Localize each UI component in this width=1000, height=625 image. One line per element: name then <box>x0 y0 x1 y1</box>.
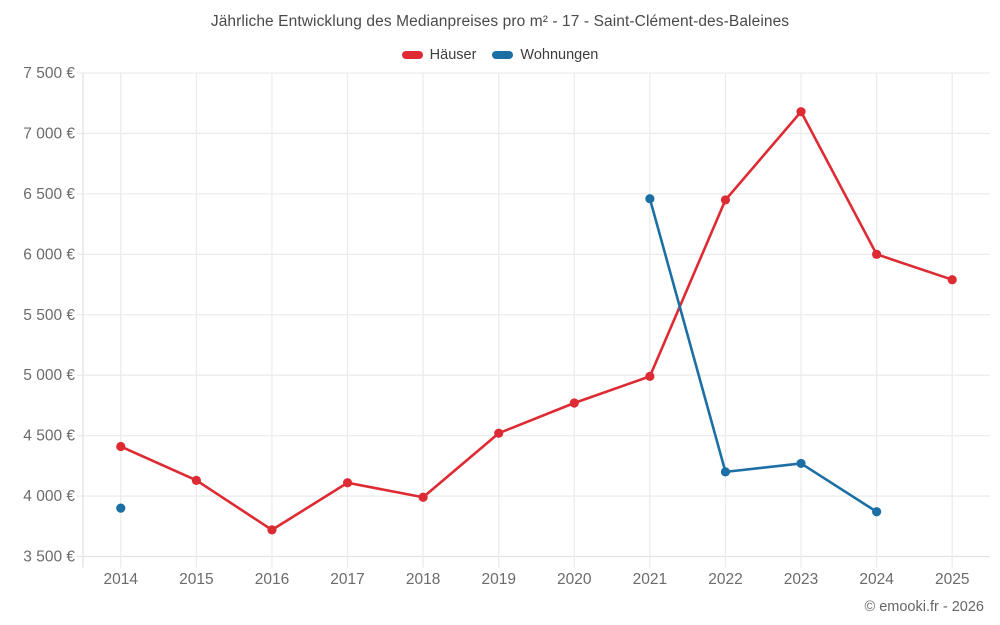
data-point-haeuser-2015[interactable] <box>191 475 201 485</box>
y-axis-label: 5 000 € <box>23 367 75 384</box>
legend-label: Wohnungen <box>520 47 599 63</box>
data-point-haeuser-2017[interactable] <box>342 478 353 488</box>
x-axis-label: 2014 <box>104 571 139 588</box>
data-point-wohnungen-2024[interactable] <box>872 507 882 517</box>
data-point-haeuser-2024[interactable] <box>872 249 882 259</box>
y-axis-label: 4 500 € <box>23 428 75 445</box>
data-point-haeuser-2022[interactable] <box>720 195 731 205</box>
legend-swatch-wohnungen <box>492 51 514 59</box>
data-point-haeuser-2023[interactable] <box>796 107 806 117</box>
data-point-haeuser-2016[interactable] <box>267 525 277 535</box>
data-point-wohnungen-2021[interactable] <box>645 194 655 204</box>
y-axis-label: 5 500 € <box>23 307 75 324</box>
data-point-haeuser-2021[interactable] <box>645 371 655 381</box>
y-axis-label: 6 500 € <box>23 186 75 203</box>
data-point-wohnungen-2022[interactable] <box>720 467 731 477</box>
y-axis-label: 3 500 € <box>23 549 75 566</box>
x-axis-label: 2018 <box>406 571 440 588</box>
data-point-haeuser-2018[interactable] <box>418 492 428 502</box>
x-axis-label: 2017 <box>330 571 364 588</box>
x-axis-label: 2025 <box>935 571 969 588</box>
legend-label: Häuser <box>429 47 477 63</box>
x-axis-label: 2022 <box>708 571 742 588</box>
x-axis-label: 2016 <box>255 571 289 588</box>
legend: Häuser Wohnungen <box>0 47 1000 63</box>
copyright: © emooki.fr - 2026 <box>864 599 984 615</box>
legend-item-wohnungen[interactable]: Wohnungen <box>492 47 598 63</box>
legend-item-haeuser[interactable]: Häuser <box>401 47 477 63</box>
y-axis-label: 6 000 € <box>23 246 75 263</box>
x-axis-label: 2019 <box>481 571 515 588</box>
y-axis-label: 7 500 € <box>23 65 75 82</box>
x-axis-label: 2023 <box>784 571 818 588</box>
y-axis-label: 7 000 € <box>23 125 75 142</box>
data-point-wohnungen-2014[interactable] <box>116 503 126 513</box>
data-point-haeuser-2025[interactable] <box>947 275 957 285</box>
data-point-haeuser-2020[interactable] <box>569 398 579 408</box>
x-axis-label: 2024 <box>859 571 894 588</box>
series-line-wohnungen <box>648 197 878 514</box>
x-axis-label: 2015 <box>179 571 213 588</box>
data-point-wohnungen-2023[interactable] <box>796 458 806 469</box>
x-axis-label: 2021 <box>633 571 667 588</box>
data-point-haeuser-2019[interactable] <box>494 428 504 438</box>
x-axis-label: 2020 <box>557 571 592 588</box>
y-axis-label: 4 000 € <box>23 488 75 505</box>
data-point-haeuser-2014[interactable] <box>116 441 126 452</box>
series-line-haeuser <box>119 110 954 532</box>
chart-title: Jährliche Entwicklung des Medianpreises … <box>210 13 790 30</box>
legend-swatch-haeuser <box>401 51 423 59</box>
